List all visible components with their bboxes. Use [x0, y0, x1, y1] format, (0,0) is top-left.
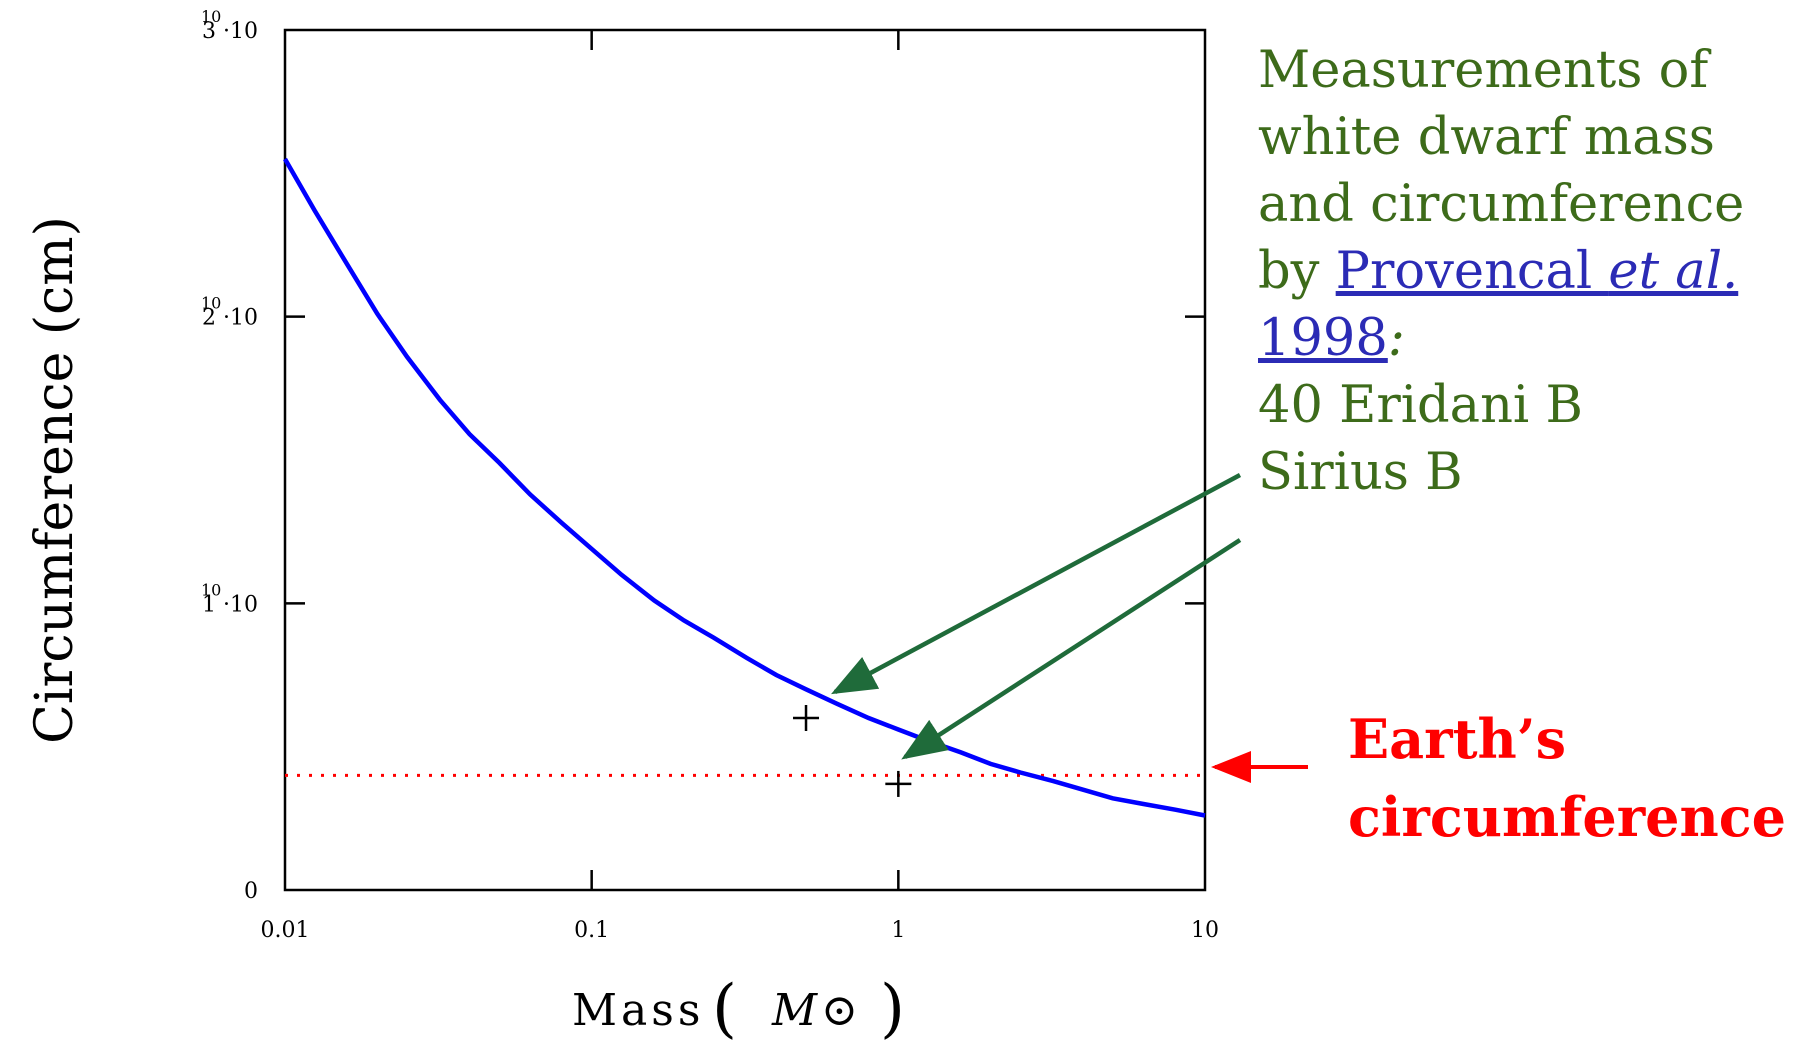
arrow-sirius-b: [901, 538, 1242, 760]
y-tick-exponent: 10: [201, 580, 221, 599]
y-axis-label: Circumference (cm): [25, 216, 85, 744]
x-axis-label-word: Mass: [572, 985, 704, 1036]
annotation-heading-line: Measurements of: [1258, 41, 1709, 100]
annotation-colon: :: [1387, 309, 1405, 368]
x-axis-label-unit: M⊙: [771, 985, 862, 1036]
y-tick-label: 2 ·10: [202, 306, 258, 331]
x-tick-label: 0.1: [574, 918, 609, 943]
annotation-citation-line: by Provencal et al.: [1258, 238, 1744, 305]
y-tick-exponent: 10: [201, 7, 221, 26]
annotation-heading-line: and circumference: [1258, 175, 1745, 234]
star-label-40-eridani-b: 40 Eridani B: [1258, 376, 1583, 435]
star-label-sirius-b: Sirius B: [1258, 443, 1463, 502]
earth-circumference-label: Earth’s circumference: [1348, 700, 1786, 856]
x-tick-label: 1: [891, 918, 905, 943]
y-tick-label: 0: [244, 879, 258, 904]
x-axis-label-close-paren: ): [880, 972, 909, 1040]
x-axis-label-open-paren: (: [712, 972, 741, 1040]
measurements-annotation: Measurements of white dwarf mass and cir…: [1258, 37, 1744, 506]
y-tick-exponent: 10: [201, 294, 221, 313]
earth-label-line: circumference: [1348, 785, 1787, 849]
citation-link[interactable]: Provencal et al.: [1336, 242, 1739, 301]
arrow-40-eridani-b: [831, 473, 1242, 695]
x-tick-label: 10: [1191, 918, 1219, 943]
citation-author: Provencal: [1335, 242, 1609, 301]
citation-etal: et al.: [1608, 242, 1739, 301]
annotation-year-line: 1998:: [1258, 305, 1744, 372]
y-tick-label: 3 ·10: [202, 19, 258, 44]
mass-circumference-curve: [283, 157, 1206, 818]
annotation-heading-line: white dwarf mass: [1258, 108, 1715, 167]
citation-year-link[interactable]: 1998: [1258, 309, 1388, 368]
x-axis-ticks: 0.01 0.1 1 10: [261, 30, 1219, 943]
measurement-point: [885, 770, 912, 797]
x-axis-label: Mass ( M⊙ ): [572, 972, 909, 1040]
annotation-by: by: [1258, 242, 1336, 301]
measurement-markers: [793, 705, 912, 797]
measurement-point: [793, 705, 820, 731]
earth-label-line: Earth’s: [1348, 707, 1567, 771]
y-tick-label: 1 ·10: [202, 592, 258, 617]
x-tick-label: 0.01: [261, 918, 310, 943]
plot-frame: [283, 28, 1207, 892]
